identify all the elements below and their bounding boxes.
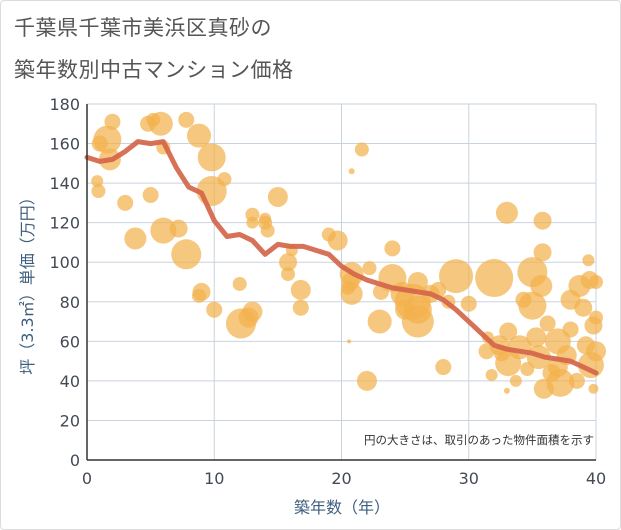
data-bubble — [533, 243, 552, 262]
x-tick-label: 30 — [459, 469, 479, 488]
data-bubble — [104, 113, 121, 130]
data-bubble — [530, 274, 553, 297]
y-tick-label: 80 — [60, 293, 80, 312]
data-bubble — [533, 211, 552, 230]
data-bubble — [485, 368, 498, 381]
data-bubble — [407, 272, 428, 292]
data-bubble — [246, 216, 259, 229]
data-bubble — [281, 267, 296, 282]
y-tick-label: 180 — [49, 95, 80, 114]
x-tick-label: 0 — [82, 469, 92, 488]
data-bubble — [509, 374, 522, 387]
data-bubble — [362, 261, 377, 276]
data-bubble — [475, 259, 514, 298]
data-bubble — [518, 291, 547, 320]
data-bubble — [582, 254, 595, 267]
data-bubble — [186, 123, 211, 148]
data-bubble — [327, 230, 348, 251]
data-bubble — [178, 111, 195, 128]
x-tick-label: 40 — [586, 469, 606, 488]
data-bubble — [348, 168, 355, 175]
y-tick-label: 20 — [60, 411, 80, 430]
data-bubble — [586, 341, 606, 362]
data-bubble — [539, 315, 556, 332]
data-bubble — [356, 370, 377, 391]
data-bubble — [267, 186, 288, 207]
data-bubble — [93, 125, 122, 154]
y-tick-label: 0 — [70, 451, 80, 470]
data-bubble — [589, 310, 603, 325]
data-bubble — [354, 142, 369, 157]
chart-title-line-2: 築年数別中古マンション価格 — [14, 58, 294, 82]
data-bubble — [124, 227, 147, 250]
data-bubble — [435, 359, 452, 376]
data-bubble — [171, 239, 202, 270]
data-bubble — [367, 309, 392, 334]
data-bubble — [439, 259, 474, 294]
data-bubble — [169, 219, 188, 238]
data-bubble — [217, 172, 232, 187]
y-tick-label: 40 — [60, 372, 80, 391]
y-axis-label: 坪（3.3㎡）単価（万円） — [18, 189, 37, 374]
data-bubble — [232, 276, 247, 291]
data-bubble — [460, 295, 477, 312]
y-tick-label: 140 — [49, 174, 80, 193]
data-bubble — [150, 217, 177, 244]
data-bubble — [340, 282, 363, 305]
y-tick-label: 120 — [49, 214, 80, 233]
data-bubble — [191, 288, 206, 303]
data-bubble — [117, 194, 134, 211]
chart-title-line-1: 千葉県千葉市美浜区真砂の — [14, 16, 272, 40]
trend-line — [84, 139, 599, 376]
data-bubble — [347, 339, 352, 344]
data-bubble — [589, 275, 603, 289]
data-bubble — [148, 111, 173, 136]
data-bubble — [260, 223, 275, 238]
data-bubble — [384, 240, 401, 257]
data-bubble — [206, 301, 223, 318]
data-bubble — [91, 184, 106, 199]
y-tick-label: 100 — [49, 253, 80, 272]
data-bubble — [588, 383, 599, 394]
data-bubble — [503, 387, 510, 394]
data-bubble — [401, 305, 434, 338]
data-bubble — [242, 301, 263, 322]
data-bubble — [279, 253, 298, 272]
data-bubble — [495, 201, 518, 224]
data-bubble — [499, 322, 518, 341]
axes: 0 20 40 60 80 100 120 140 160 180 0 10 20 30 40 — [49, 95, 606, 488]
data-bubble — [142, 186, 159, 203]
data-bubble — [259, 212, 272, 225]
data-bubble — [290, 279, 311, 300]
data-bubble — [91, 175, 104, 188]
x-tick-label: 10 — [204, 469, 224, 488]
data-bubble — [574, 298, 593, 317]
data-bubble — [197, 143, 226, 172]
data-bubble — [562, 321, 579, 338]
x-tick-label: 20 — [331, 469, 351, 488]
y-tick-label: 160 — [49, 135, 80, 154]
y-tick-label: 60 — [60, 332, 80, 351]
x-axis-label: 築年数（年） — [294, 498, 390, 517]
bubble-size-note: 円の大きさは、取引のあった物件面積を示す — [364, 433, 594, 447]
data-bubble — [526, 327, 547, 348]
data-bubble — [292, 299, 309, 316]
data-bubble — [568, 372, 585, 389]
